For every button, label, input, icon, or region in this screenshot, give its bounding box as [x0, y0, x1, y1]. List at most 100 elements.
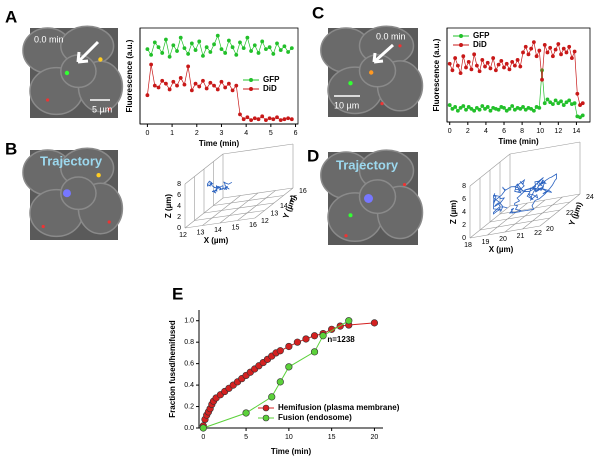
data-point	[219, 79, 224, 84]
data-point	[480, 58, 485, 62]
data-point	[271, 52, 276, 56]
data-point	[567, 44, 572, 49]
data-point	[286, 50, 291, 54]
data-point	[223, 85, 228, 90]
fluorescent-spot	[398, 44, 402, 48]
data-point	[267, 116, 272, 121]
data-point	[529, 106, 534, 111]
data-point	[523, 107, 528, 112]
data-point	[171, 79, 176, 84]
y-tick-label: 13	[271, 210, 279, 217]
data-point	[164, 37, 168, 42]
data-point	[245, 35, 250, 40]
data-point	[474, 63, 479, 68]
data-point	[556, 42, 561, 46]
fluorescent-spot	[62, 189, 71, 198]
data-point	[502, 65, 506, 70]
data-point	[447, 61, 452, 66]
y-tick-label: 24	[586, 194, 594, 201]
data-point	[578, 115, 582, 120]
data-point	[548, 100, 553, 105]
data-point	[226, 38, 231, 43]
data-point	[199, 424, 207, 432]
panel-label: A	[5, 7, 17, 26]
data-point	[302, 335, 310, 343]
data-point	[572, 101, 577, 106]
data-point	[553, 98, 558, 103]
x-tick-label: 10	[536, 128, 544, 135]
data-point	[496, 107, 501, 112]
z-tick-label: 8	[177, 181, 181, 188]
data-point	[276, 378, 284, 386]
data-point	[286, 116, 291, 121]
data-point	[197, 39, 202, 44]
data-point	[564, 100, 569, 105]
data-point	[234, 83, 239, 88]
data-point	[226, 81, 231, 86]
data-point	[466, 59, 471, 64]
y-tick-label: 0.2	[184, 403, 194, 410]
x-tick-label: 15	[232, 224, 240, 231]
data-point	[477, 107, 482, 112]
data-point	[289, 117, 294, 122]
data-point	[160, 51, 165, 55]
fluorescent-spot	[364, 194, 373, 203]
trajectory-label: Trajectory	[40, 153, 103, 168]
box-edge	[522, 196, 563, 230]
box-edge	[213, 195, 284, 206]
fluorescent-spot	[107, 220, 111, 224]
x-tick-label: 0	[145, 130, 149, 137]
data-point	[458, 71, 463, 76]
data-point	[556, 101, 561, 106]
x-tick-label: 14	[573, 128, 581, 135]
fluorescent-spot	[46, 98, 50, 102]
legend-marker	[262, 404, 270, 412]
fluorescent-spot	[380, 102, 384, 106]
data-point	[182, 82, 187, 87]
data-point	[464, 65, 468, 70]
x-tick-label: 2	[466, 128, 470, 135]
data-point	[310, 348, 319, 356]
data-point	[483, 106, 487, 111]
data-point	[502, 106, 506, 110]
data-point	[182, 46, 187, 51]
x-tick-label: 19	[482, 239, 490, 246]
data-point	[230, 88, 235, 93]
y-axis-label: Fluorescence (a.u.)	[432, 38, 441, 111]
legend-label: GFP	[263, 75, 280, 84]
x-tick-label: 4	[484, 128, 488, 135]
y-tick-label: 0.6	[184, 360, 194, 367]
fluorescent-spot	[348, 213, 353, 218]
data-point	[219, 47, 224, 52]
data-point	[507, 106, 512, 111]
fluorescent-spot	[96, 173, 101, 178]
data-point	[485, 60, 490, 65]
x-tick-label: 21	[517, 233, 525, 240]
data-point	[152, 40, 157, 45]
data-point	[189, 88, 194, 93]
data-point	[472, 52, 477, 57]
z-tick-label: 0	[177, 225, 181, 232]
data-point	[267, 45, 272, 50]
legend-marker	[459, 34, 463, 38]
data-point	[461, 104, 466, 108]
data-point	[477, 69, 482, 74]
x-tick-label: 10	[285, 434, 293, 441]
data-point	[504, 108, 509, 113]
z-tick-label: 8	[462, 183, 466, 190]
data-point	[193, 81, 198, 86]
data-point	[282, 117, 287, 122]
data-point	[510, 59, 515, 64]
scale-label: 5 µm	[92, 104, 112, 114]
data-point	[204, 45, 209, 50]
data-point	[186, 52, 191, 56]
x-axis-label: Time (min)	[271, 447, 312, 456]
data-point	[370, 319, 379, 327]
z-tick-label: 2	[462, 222, 466, 229]
legend-marker	[249, 87, 253, 91]
data-point	[310, 332, 319, 340]
y-axis-label: Fraction fused/hemifused	[168, 320, 177, 417]
y-tick-label: 12	[261, 218, 269, 225]
fluorescent-spot	[348, 80, 353, 86]
data-point	[572, 49, 577, 54]
